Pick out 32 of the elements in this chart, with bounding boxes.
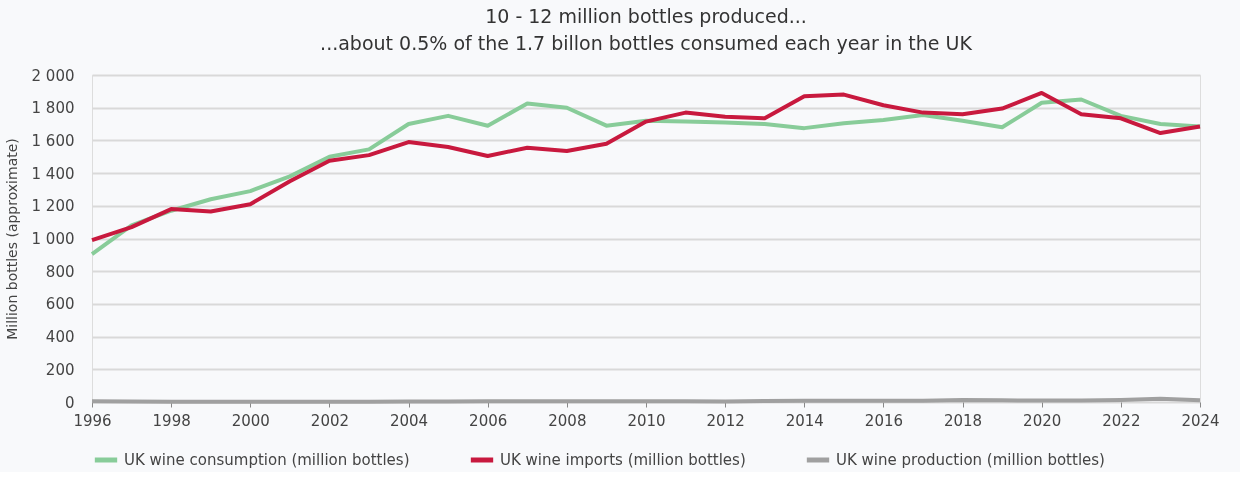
x-tick-label: 2002 [310, 411, 350, 430]
x-tick-label: 1996 [73, 411, 112, 430]
y-tick-label: 200 [45, 360, 75, 379]
x-tick-label: 2004 [389, 411, 429, 430]
x-tick-label: 2006 [469, 411, 508, 430]
y-tick-label: 0 [64, 393, 75, 412]
chart-subtitle: ...about 0.5% of the 1.7 billon bottles consumed each year in the UK [320, 32, 973, 54]
x-tick-label: 2010 [627, 411, 666, 430]
y-tick-label: 1 200 [31, 197, 75, 216]
chart-title: 10 - 12 million bottles produced... [485, 5, 807, 27]
x-tick-label: 2016 [864, 411, 904, 430]
y-tick-label: 1 400 [31, 164, 75, 183]
y-tick-label: 400 [45, 328, 75, 347]
x-tick-label: 2014 [785, 411, 824, 430]
legend-label: UK wine imports (million bottles) [500, 451, 746, 469]
x-tick-label: 2022 [1102, 411, 1141, 430]
y-tick-label: 1 800 [31, 99, 75, 118]
x-tick-label: 2008 [548, 411, 587, 430]
x-tick-label: 2018 [943, 411, 983, 430]
y-tick-label: 800 [45, 262, 75, 281]
y-tick-label: 600 [45, 295, 75, 314]
x-tick-label: 2012 [706, 411, 745, 430]
legend-label: UK wine production (million bottles) [836, 451, 1105, 469]
legend-label: UK wine consumption (million bottles) [124, 451, 410, 469]
y-tick-label: 1 000 [31, 230, 75, 248]
x-tick-label: 2000 [231, 411, 270, 430]
y-tick-label: 2 000 [31, 66, 75, 85]
x-tick-label: 2024 [1181, 411, 1220, 430]
x-tick-label: 2020 [1023, 411, 1062, 430]
x-tick-label: 1998 [152, 411, 191, 430]
y-tick-label: 1 600 [31, 131, 75, 150]
y-axis-title: Million bottles (approximate) [3, 138, 20, 340]
